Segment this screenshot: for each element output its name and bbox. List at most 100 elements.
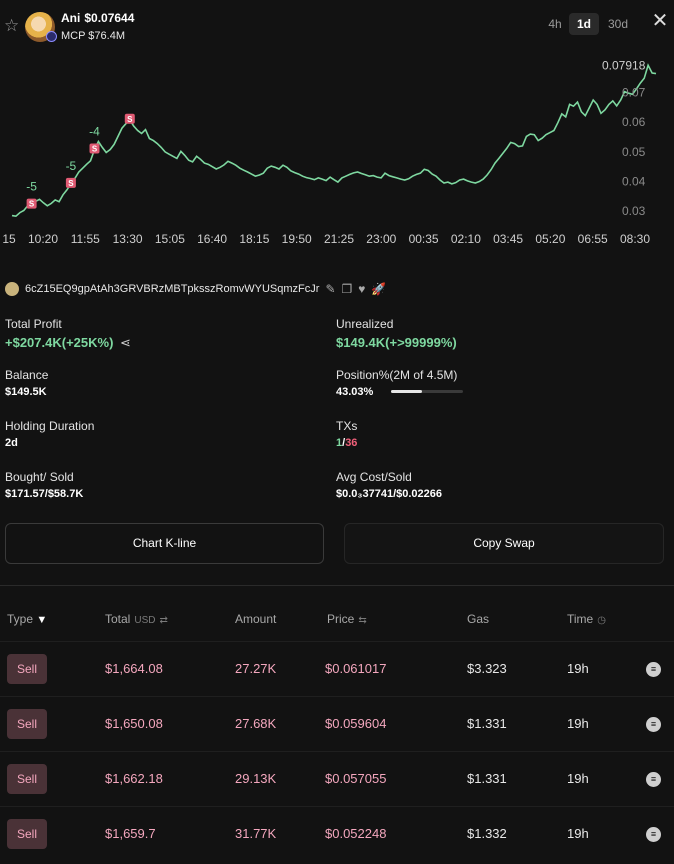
- sell-marker-box: [26, 198, 37, 209]
- trade-total: $1,650.08: [105, 716, 163, 731]
- sell-marker[interactable]: S -5: [66, 159, 77, 188]
- bought-sold-label: Bought/ Sold: [5, 470, 74, 484]
- trade-type-badge: Sell: [7, 709, 47, 739]
- toggle-price-icon[interactable]: ⇆: [358, 615, 367, 626]
- trade-price: $0.059604: [325, 716, 387, 731]
- edit-icon[interactable]: ✎: [325, 282, 336, 296]
- th-time-label: Time: [567, 612, 594, 626]
- trade-details-icon[interactable]: ≡: [646, 827, 661, 842]
- trade-gas: $1.331: [467, 771, 507, 786]
- sell-marker-label: -5: [66, 159, 77, 173]
- th-type-label: Type: [7, 612, 34, 626]
- balance-label: Balance: [5, 368, 49, 382]
- trade-details-icon[interactable]: ≡: [646, 717, 661, 732]
- trade-type-badge: Sell: [7, 819, 47, 849]
- copy-swap-button[interactable]: Copy Swap: [344, 523, 664, 564]
- price-chart-svg: 0.07918 0.07 0.06 0.05 0.04 0.03 15 10:20 11:55 1…: [2, 58, 657, 246]
- market-cap: MCP $76.4M: [61, 30, 125, 42]
- th-total-label: Total: [105, 612, 131, 626]
- close-icon[interactable]: ✕: [651, 10, 669, 32]
- x-tick-label: 00:35: [409, 232, 439, 246]
- th-total-unit: USD: [134, 615, 156, 626]
- timeframe-1d[interactable]: 1d: [569, 13, 599, 35]
- token-price: $0.07644: [84, 11, 135, 25]
- favorite-star-icon[interactable]: ☆: [4, 16, 20, 35]
- heart-icon[interactable]: ♥: [358, 282, 366, 296]
- unrealized-label: Unrealized: [336, 317, 394, 331]
- wallet-avatar: [5, 282, 19, 296]
- price-chart[interactable]: 0.07918 0.07 0.06 0.05 0.04 0.03 15 10:20 11:55 1…: [0, 45, 674, 260]
- txs-sells: 36: [345, 437, 358, 449]
- trade-amount: 27.27K: [235, 661, 277, 676]
- total-profit-amount: +$207.4K(+25K%): [5, 335, 114, 350]
- swap-currency-icon[interactable]: ⇄: [159, 615, 168, 626]
- x-tick-label: 23:00: [366, 232, 396, 246]
- trade-total: $1,664.08: [105, 661, 163, 676]
- trade-amount: 31.77K: [235, 826, 277, 841]
- y-tick-label: 0.04: [622, 175, 646, 189]
- price-line: [11, 63, 657, 218]
- sell-marker-label: -5: [26, 180, 37, 194]
- chart-kline-button[interactable]: Chart K-line: [5, 523, 324, 564]
- x-tick-label: 03:45: [493, 232, 523, 246]
- y-tick-label: 0.03: [622, 204, 646, 218]
- filter-icon[interactable]: ▼: [36, 614, 48, 626]
- section-divider: [0, 585, 674, 586]
- clock-icon[interactable]: ◷: [597, 615, 606, 626]
- sell-marker-box: [89, 143, 100, 154]
- sell-marker[interactable]: S -4: [89, 125, 100, 154]
- x-tick-label: 08:30: [620, 232, 650, 246]
- holding-duration-value: 2d: [5, 437, 18, 449]
- x-tick-label: 16:40: [197, 232, 227, 246]
- total-profit-value: +$207.4K(+25K%) ⋖: [5, 335, 131, 351]
- sell-marker[interactable]: S: [124, 113, 135, 124]
- y-tick-label: 0.06: [622, 115, 646, 129]
- share-icon[interactable]: ⋖: [120, 335, 131, 350]
- timeframe-30d[interactable]: 30d: [607, 17, 629, 31]
- sell-marker-glyph: S: [127, 115, 133, 124]
- sell-marker-box: [65, 177, 76, 188]
- token-name: Ani: [61, 11, 81, 25]
- x-tick-label: 13:30: [113, 232, 143, 246]
- x-tick-label: 15: [2, 232, 16, 246]
- trade-amount: 29.13K: [235, 771, 277, 786]
- x-tick-label: 05:20: [535, 232, 565, 246]
- th-total[interactable]: Total USD ⇄: [105, 612, 168, 626]
- trade-amount: 27.68K: [235, 716, 277, 731]
- x-tick-label: 18:15: [239, 232, 269, 246]
- x-tick-label: 19:50: [282, 232, 312, 246]
- trade-details-icon[interactable]: ≡: [646, 772, 661, 787]
- copy-icon[interactable]: ❐: [341, 282, 353, 296]
- sell-marker-label: -4: [89, 125, 100, 139]
- th-price-label: Price: [327, 612, 355, 626]
- y-tick-label: 0.05: [622, 145, 646, 159]
- timeframe-4h[interactable]: 4h: [548, 17, 562, 31]
- sell-marker-box: [124, 113, 135, 124]
- trade-price: $0.057055: [325, 771, 387, 786]
- wallet-address[interactable]: 6cZ15EQ9gpAtAh3GRVBRzMBTpksszRomvWYUSqmz…: [25, 283, 320, 295]
- th-time[interactable]: Time ◷: [567, 612, 606, 626]
- th-amount: Amount: [235, 612, 277, 626]
- th-gas: Gas: [467, 612, 490, 626]
- position-progress-bar: [391, 390, 463, 393]
- row-separator: [0, 641, 674, 642]
- row-separator: [0, 751, 674, 752]
- unrealized-value: $149.4K(+>99999%): [336, 335, 457, 350]
- wallet-address-row: 6cZ15EQ9gpAtAh3GRVBRzMBTpksszRomvWYUSqmz…: [5, 282, 386, 296]
- th-price[interactable]: Price ⇆: [327, 612, 367, 626]
- bought-sold-value: $171.57/$58.7K: [5, 488, 84, 500]
- trade-total: $1,662.18: [105, 771, 163, 786]
- txs-separator: /: [342, 437, 346, 449]
- x-tick-label: 10:20: [28, 232, 58, 246]
- token-title: Ani $0.07644: [61, 11, 134, 25]
- x-tick-label: 06:55: [578, 232, 608, 246]
- rocket-icon[interactable]: 🚀: [371, 282, 387, 296]
- trade-gas: $3.323: [467, 661, 507, 676]
- sell-marker[interactable]: S -5: [26, 180, 37, 209]
- trade-price: $0.061017: [325, 661, 387, 676]
- sell-marker-glyph: S: [29, 200, 35, 209]
- trade-details-icon[interactable]: ≡: [646, 662, 661, 677]
- x-tick-label: 02:10: [451, 232, 481, 246]
- row-separator: [0, 806, 674, 807]
- th-type[interactable]: Type ▼: [7, 612, 47, 626]
